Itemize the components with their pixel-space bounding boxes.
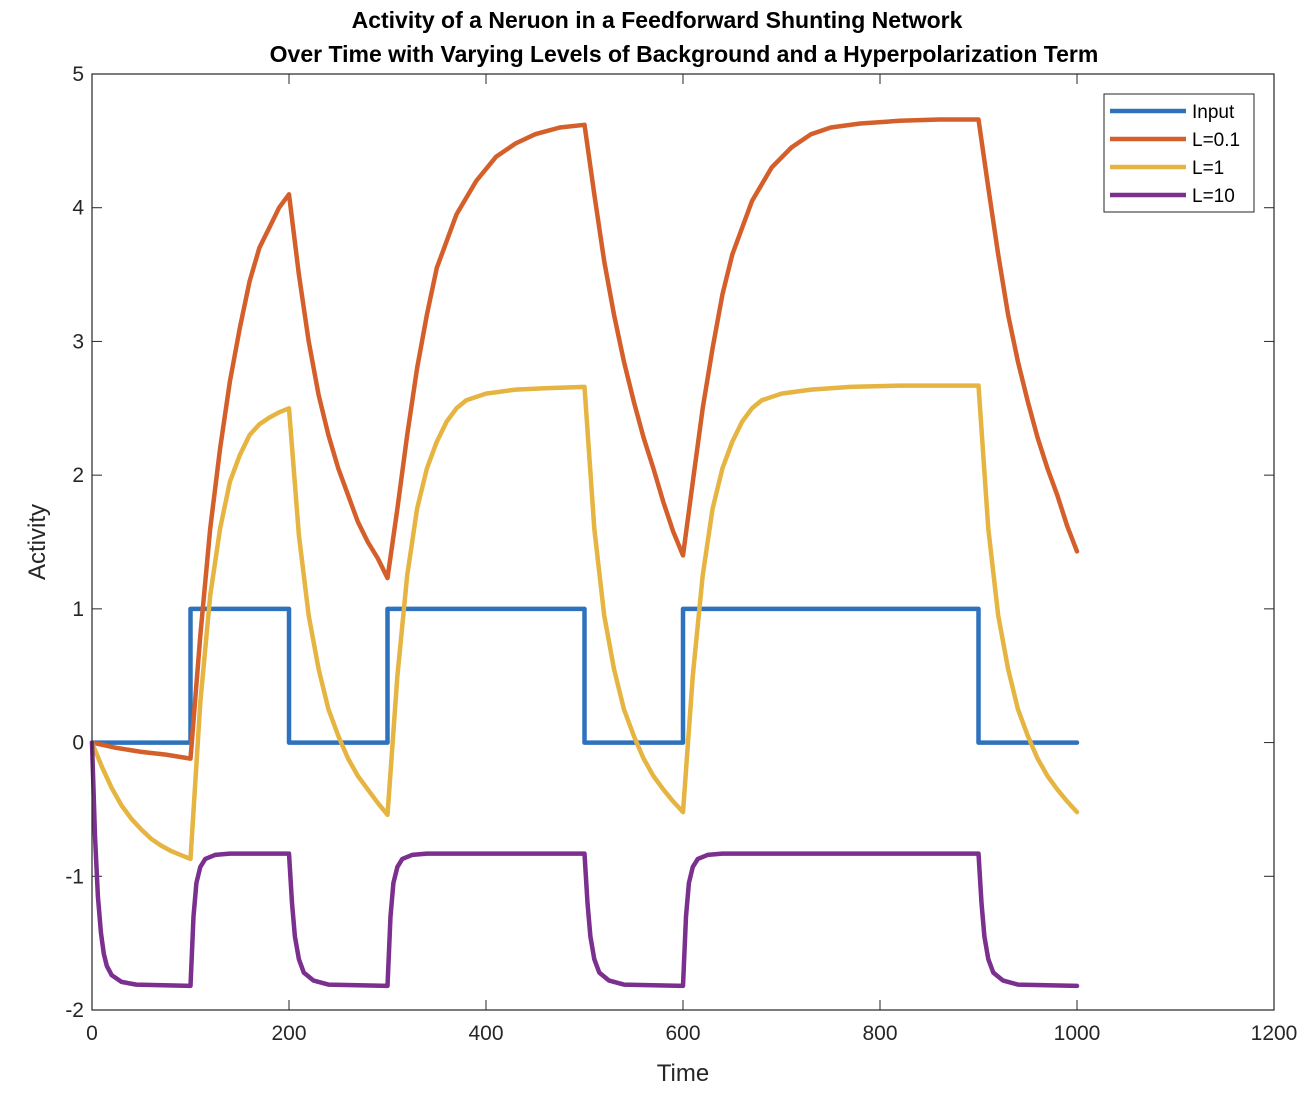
x-tick-label: 600: [665, 1022, 700, 1045]
series-line-l-10: [89, 740, 1080, 989]
series-lines: [89, 117, 1080, 989]
legend-box: [1103, 93, 1255, 213]
y-tick-label: 4: [72, 197, 84, 220]
y-tick-label: 1: [72, 598, 84, 621]
series-line-l-0-1: [89, 117, 1080, 761]
legend-label: L=1: [1192, 158, 1224, 179]
chart-subtitle: Over Time with Varying Levels of Backgro…: [270, 41, 1099, 67]
y-tick-label: 2: [72, 464, 84, 487]
y-tick-label: 5: [72, 63, 84, 86]
x-axis-label: Time: [657, 1060, 709, 1087]
x-tick-label: 0: [86, 1022, 98, 1045]
y-tick-label: 0: [72, 732, 84, 755]
x-tick-label: 400: [468, 1022, 503, 1045]
legend-label: L=0.1: [1192, 130, 1240, 151]
plot-frame: [91, 73, 1275, 1011]
series-line-l-1: [89, 383, 1080, 862]
y-axis-label: Activity: [24, 504, 51, 580]
x-tick-label: 200: [271, 1022, 306, 1045]
y-tick-label: 3: [72, 330, 84, 353]
legend-label: Input: [1192, 102, 1235, 123]
y-tick-label: -2: [65, 999, 84, 1022]
legend: Input L=0.1 L=1 L=10: [1103, 93, 1255, 213]
x-tick-label: 1200: [1251, 1022, 1298, 1045]
legend-label: L=10: [1192, 186, 1235, 207]
x-tick-label: 800: [862, 1022, 897, 1045]
x-tick-label: 1000: [1054, 1022, 1101, 1045]
axis-ticks: 0 200 400 600 800 1000 1200 -2 -1 0 1 2 3 4 5: [65, 63, 1297, 1045]
y-tick-label: -1: [65, 865, 84, 888]
chart-title: Activity of a Neruon in a Feedforward Sh…: [352, 7, 963, 33]
